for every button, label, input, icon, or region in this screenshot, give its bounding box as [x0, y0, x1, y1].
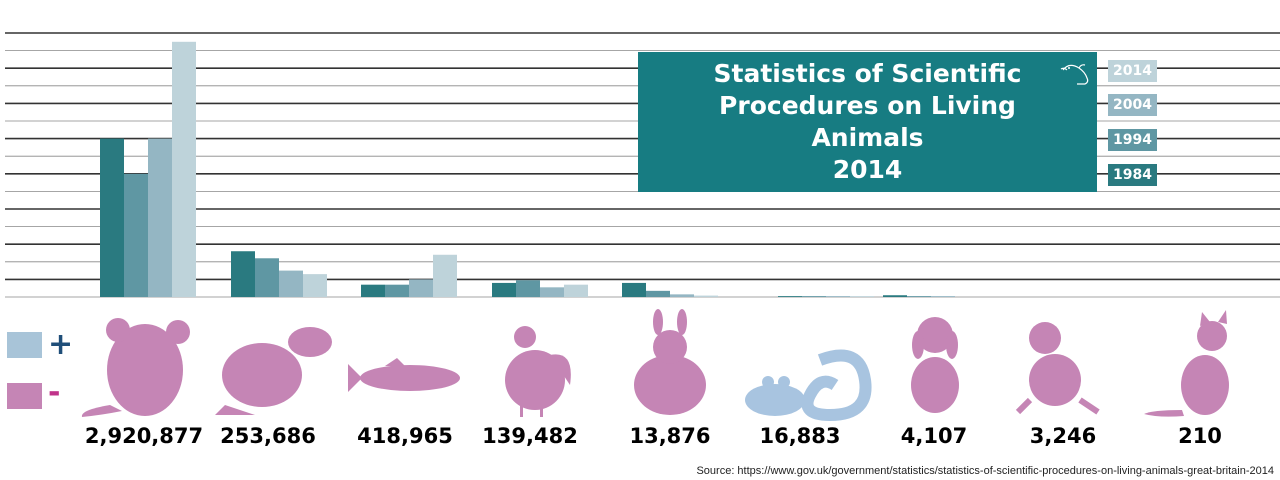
dog-icon [911, 317, 959, 413]
bar-dog-1984 [883, 295, 907, 297]
bar-mouse-1994 [124, 173, 148, 297]
bar-mouse-1984 [100, 138, 124, 297]
year-badge-1994: 1994 [1108, 129, 1157, 151]
chart-title: Statistics of Scientific Procedures on L… [638, 52, 1097, 192]
legend-plus-sign: + [48, 327, 74, 362]
year-badge-1984: 1984 [1108, 164, 1157, 186]
bar-bird-1994 [516, 280, 540, 297]
legend-plus-swatch [7, 332, 42, 358]
bar-amphibianreptile-2004 [826, 296, 850, 297]
rabbit-icon [634, 309, 706, 415]
bar-rat-2014 [303, 274, 327, 297]
count-label-mouse: 2,920,877 [84, 424, 204, 448]
chicken-icon [505, 326, 571, 417]
cat-icon [1144, 310, 1229, 417]
bar-fish-2004 [409, 279, 433, 297]
bar-rabbit-2004 [670, 294, 694, 297]
count-label-fish: 418,965 [357, 424, 453, 448]
legend-minus-swatch [7, 383, 42, 409]
bar-rat-1994 [255, 258, 279, 297]
bars [100, 41, 955, 297]
bar-rat-2004 [279, 270, 303, 297]
bar-amphibianreptile-2014 [850, 296, 874, 297]
mouse-outline-icon [1060, 64, 1089, 85]
rat-icon [215, 327, 332, 415]
year-badge-2004: 2004 [1108, 94, 1157, 116]
bar-rat-1984 [231, 251, 255, 297]
bar-bird-2014 [564, 284, 588, 297]
monkey-icon [1015, 322, 1100, 415]
source-note: Source: https://www.gov.uk/government/st… [696, 465, 1274, 477]
mouse-icon [81, 318, 190, 417]
title-line-1: Statistics of Scientific [713, 59, 1022, 88]
title-line-3: 2014 [832, 155, 903, 184]
count-label-dog: 4,107 [900, 424, 968, 448]
bar-mouse-2014 [172, 41, 196, 297]
title-line-2: Procedures on Living Animals [719, 91, 1016, 152]
bar-fish-2014 [433, 254, 457, 297]
bar-dog-2004 [931, 296, 955, 297]
fish-icon [348, 358, 460, 392]
bar-mouse-2004 [148, 138, 172, 297]
frog-snake-icon [745, 349, 872, 422]
year-badge-2014: 2014 [1108, 60, 1157, 82]
count-label-rat: 253,686 [220, 424, 316, 448]
count-label-bird: 139,482 [482, 424, 578, 448]
legend-minus-sign: - [48, 375, 61, 410]
count-label-amphibianreptile: 16,883 [759, 424, 841, 448]
bar-bird-2004 [540, 287, 564, 297]
bar-amphibianreptile-1984 [778, 296, 802, 297]
bar-rabbit-2014 [694, 295, 718, 297]
bar-fish-1994 [385, 284, 409, 297]
bar-rabbit-1994 [646, 290, 670, 297]
bar-rabbit-1984 [622, 282, 646, 297]
bar-amphibianreptile-1994 [802, 296, 826, 297]
count-label-primate: 3,246 [1029, 424, 1097, 448]
count-label-cat: 210 [1178, 424, 1222, 448]
count-label-rabbit: 13,876 [629, 424, 711, 448]
animal-silhouettes [81, 309, 1229, 422]
bar-bird-1984 [492, 282, 516, 297]
bar-dog-1994 [907, 296, 931, 297]
bar-fish-1984 [361, 284, 385, 297]
